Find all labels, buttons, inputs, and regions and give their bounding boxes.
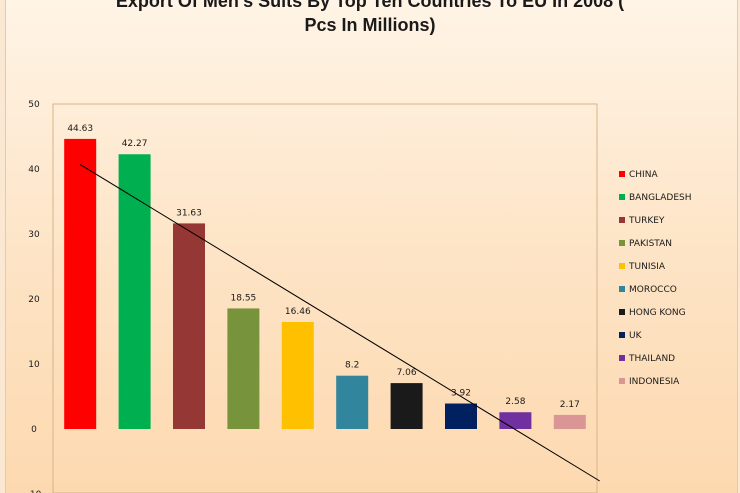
y-axis: -10 0 10 20 30 40 50: [27, 100, 42, 493]
data-label: 2.17: [560, 400, 580, 410]
legend-label: TUNISIA: [628, 262, 666, 272]
legend-label: MOROCCO: [629, 285, 677, 295]
bar-china: [64, 138, 97, 429]
legend: CHINA BANGLADESH TURKEY PAKISTAN TUNISIA MORO…: [619, 170, 692, 387]
legend-label: TURKEY: [628, 216, 665, 226]
data-label: 42.27: [122, 139, 148, 149]
y-tick-label: 30: [28, 230, 40, 240]
bar-pakistan: [227, 308, 260, 429]
legend-swatch: [619, 355, 625, 361]
legend-swatch: [619, 194, 625, 200]
data-label: 16.46: [285, 307, 311, 317]
y-tick-label: 50: [28, 100, 40, 110]
bar-morocco: [336, 375, 369, 429]
data-label: 7.06: [397, 368, 417, 378]
bar-bangladesh: [118, 154, 151, 429]
plot-area: [52, 103, 598, 493]
data-label: 2.58: [505, 397, 525, 407]
legend-label: UK: [629, 331, 643, 341]
legend-swatch: [619, 309, 625, 315]
y-tick-label: 40: [28, 165, 40, 175]
legend-swatch: [619, 240, 625, 246]
y-tick-label: 10: [28, 360, 40, 370]
legend-label: BANGLADESH: [629, 193, 692, 203]
data-labels-group: 44.63 42.27 31.63 18.55 16.46 8.2 7.06 3.92 2.58…: [67, 124, 580, 410]
bar-uk: [445, 403, 477, 429]
bar-turkey: [173, 223, 205, 429]
y-tick-label: 20: [28, 295, 40, 305]
legend-label: PAKISTAN: [629, 239, 672, 249]
y-tick-label: -10: [27, 490, 42, 493]
bar-tunisia: [281, 322, 314, 429]
chart-title-line-2: Pcs In Millions): [304, 15, 436, 35]
legend-label: THAILAND: [628, 354, 675, 364]
chart-title: Export Of Men's Suits By Top Ten Countri…: [0, 0, 740, 37]
legend-label: CHINA: [629, 170, 658, 180]
legend-swatch: [619, 263, 625, 269]
chart-title-line-1: Export Of Men's Suits By Top Ten Countri…: [115, 0, 625, 11]
data-label: 18.55: [231, 293, 257, 303]
legend-swatch: [619, 171, 625, 177]
data-label: 3.92: [451, 389, 471, 399]
legend-swatch: [619, 217, 625, 223]
y-tick-label: 0: [31, 425, 37, 435]
bar-indonesia: [553, 414, 586, 429]
legend-swatch: [619, 286, 625, 292]
legend-swatch: [619, 332, 625, 338]
legend-label: HONG KONG: [629, 308, 686, 318]
legend-label: INDONESIA: [629, 377, 680, 387]
bars-group: [64, 138, 586, 429]
data-label: 8.2: [345, 361, 359, 371]
bar-hong-kong: [390, 383, 423, 429]
bar-thailand: [499, 412, 532, 429]
data-label: 31.63: [176, 208, 202, 218]
legend-swatch: [619, 378, 625, 384]
data-label: 44.63: [67, 124, 93, 134]
trendline: [79, 164, 600, 482]
trendline-group: [79, 164, 600, 482]
